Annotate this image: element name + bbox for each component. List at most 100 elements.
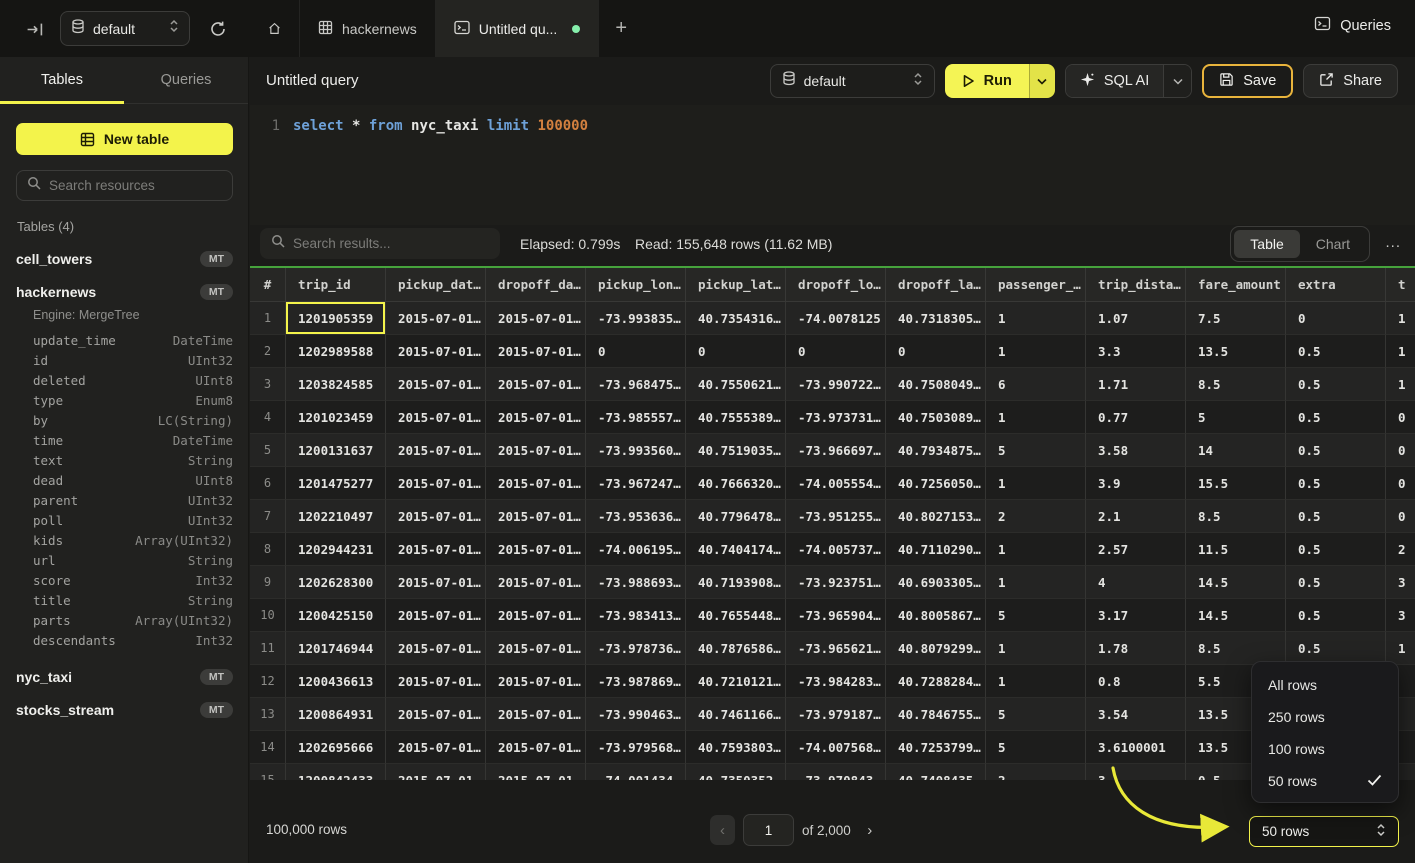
table-cell[interactable]: 1.71	[1086, 368, 1186, 401]
table-cell[interactable]: 1	[986, 467, 1086, 500]
database-selector-top[interactable]: default	[60, 11, 190, 46]
sidebar-tab-queries[interactable]: Queries	[160, 72, 212, 88]
schema-column[interactable]: url String	[33, 550, 233, 570]
sidebar-item-stocks-stream[interactable]: stocks_stream MT	[0, 695, 249, 725]
table-cell[interactable]: 40.7408435…	[886, 764, 986, 780]
table-cell[interactable]: 13.5	[1186, 335, 1286, 368]
table-cell[interactable]: 2	[986, 500, 1086, 533]
table-cell[interactable]: 7.5	[1186, 302, 1286, 335]
table-cell[interactable]: 2015-07-01…	[386, 698, 486, 731]
schema-column[interactable]: id UInt32	[33, 350, 233, 370]
table-cell[interactable]: 15.5	[1186, 467, 1286, 500]
table-cell[interactable]: 2.57	[1086, 533, 1186, 566]
table-cell[interactable]: 8.5	[1186, 368, 1286, 401]
table-cell[interactable]: 2015-07-01…	[386, 632, 486, 665]
table-cell[interactable]: 40.7318305…	[886, 302, 986, 335]
table-cell[interactable]: 1	[1386, 302, 1415, 335]
column-header[interactable]: trip_id	[286, 268, 386, 301]
table-cell[interactable]: -74.001434…	[586, 764, 686, 780]
table-cell[interactable]: 0.5	[1286, 335, 1386, 368]
table-cell[interactable]: 0.8	[1086, 665, 1186, 698]
table-cell[interactable]: 3.6100001	[1086, 731, 1186, 764]
table-cell[interactable]: -73.951255…	[786, 500, 886, 533]
table-cell[interactable]: 3.58	[1086, 434, 1186, 467]
table-cell[interactable]: 1201023459	[286, 401, 386, 434]
table-cell[interactable]: 2015-07-01…	[486, 500, 586, 533]
table-cell[interactable]: 2015-07-01…	[486, 467, 586, 500]
column-header[interactable]: #	[250, 268, 286, 301]
table-cell[interactable]: 2015-07-01…	[486, 434, 586, 467]
table-cell[interactable]: 2015-07-01…	[386, 599, 486, 632]
table-cell[interactable]: 1	[986, 533, 1086, 566]
table-cell[interactable]: 4	[1086, 566, 1186, 599]
sql-ai-chevron[interactable]	[1163, 65, 1192, 97]
table-cell[interactable]: 5	[986, 731, 1086, 764]
column-header[interactable]: dropoff_la…	[886, 268, 986, 301]
database-selector-query[interactable]: default	[769, 64, 935, 98]
sidebar-item-nyc-taxi[interactable]: nyc_taxi MT	[0, 662, 249, 692]
search-results-input[interactable]: Search results...	[260, 228, 500, 259]
schema-column[interactable]: title String	[33, 590, 233, 610]
table-cell[interactable]: 0.5	[1286, 599, 1386, 632]
table-cell[interactable]: 0	[1386, 500, 1415, 533]
table-cell[interactable]: 1	[986, 566, 1086, 599]
table-cell[interactable]: 2015-07-01…	[386, 665, 486, 698]
table-cell[interactable]: 40.7550621…	[686, 368, 786, 401]
previous-page-button[interactable]: ‹	[710, 815, 735, 845]
schema-column[interactable]: parts Array(UInt32)	[33, 610, 233, 630]
table-cell[interactable]: -73.984283…	[786, 665, 886, 698]
table-cell[interactable]: 1.78	[1086, 632, 1186, 665]
sql-ai-button[interactable]: SQL AI	[1065, 65, 1164, 97]
schema-column[interactable]: deleted UInt8	[33, 370, 233, 390]
toggle-table[interactable]: Table	[1234, 230, 1300, 258]
table-cell[interactable]: 0.5	[1286, 566, 1386, 599]
schema-column[interactable]: score Int32	[33, 570, 233, 590]
sql-editor[interactable]: 1 select * from nyc_taxi limit 100000	[250, 105, 1415, 225]
table-cell[interactable]: 40.7876586…	[686, 632, 786, 665]
new-table-button[interactable]: New table	[16, 123, 233, 155]
tab-home[interactable]	[250, 0, 300, 57]
table-cell[interactable]: 1201746944	[286, 632, 386, 665]
table-cell[interactable]: -73.979568…	[586, 731, 686, 764]
page-size-select[interactable]: 50 rows	[1249, 816, 1399, 847]
table-cell[interactable]: 2015-07-01…	[486, 335, 586, 368]
table-cell[interactable]: 40.7503089…	[886, 401, 986, 434]
refresh-icon[interactable]	[205, 16, 231, 42]
table-cell[interactable]: 5	[1186, 401, 1286, 434]
table-cell[interactable]: -74.0078125	[786, 302, 886, 335]
table-cell[interactable]: 3.54	[1086, 698, 1186, 731]
table-cell[interactable]: 40.7461166…	[686, 698, 786, 731]
table-cell[interactable]: 1202989588	[286, 335, 386, 368]
table-cell[interactable]: 40.7593803…	[686, 731, 786, 764]
table-cell[interactable]: 1	[986, 302, 1086, 335]
table-cell[interactable]: 40.7193908…	[686, 566, 786, 599]
table-cell[interactable]: 40.7519035…	[686, 434, 786, 467]
table-cell[interactable]: 2015-07-01…	[386, 500, 486, 533]
column-header[interactable]: fare_amount	[1186, 268, 1286, 301]
table-cell[interactable]: 1	[1386, 632, 1415, 665]
table-cell[interactable]: -73.973731…	[786, 401, 886, 434]
table-cell[interactable]: -73.923751…	[786, 566, 886, 599]
table-cell[interactable]: 40.7110290…	[886, 533, 986, 566]
collapse-sidebar-icon[interactable]	[22, 17, 46, 41]
table-cell[interactable]: 1201475277	[286, 467, 386, 500]
table-cell[interactable]: -73.993560…	[586, 434, 686, 467]
table-cell[interactable]: 40.8005867…	[886, 599, 986, 632]
table-cell[interactable]: 6	[986, 368, 1086, 401]
search-resources-input[interactable]: Search resources	[16, 170, 233, 201]
table-cell[interactable]: 5	[986, 599, 1086, 632]
table-cell[interactable]: 3.3	[1086, 335, 1186, 368]
table-cell[interactable]: 1202944231	[286, 533, 386, 566]
run-button[interactable]: Run	[944, 64, 1029, 98]
table-cell[interactable]: 2015-07-01…	[486, 632, 586, 665]
table-cell[interactable]: 3	[1386, 599, 1415, 632]
table-cell[interactable]: 40.7666320…	[686, 467, 786, 500]
table-cell[interactable]: 2015-07-01…	[386, 368, 486, 401]
table-cell[interactable]: 2015-07-01…	[386, 302, 486, 335]
new-tab-button[interactable]: +	[615, 17, 627, 39]
schema-column[interactable]: descendants Int32	[33, 630, 233, 650]
table-cell[interactable]: 5	[986, 698, 1086, 731]
table-cell[interactable]: 1202210497	[286, 500, 386, 533]
table-cell[interactable]: 0.5	[1286, 467, 1386, 500]
table-cell[interactable]: 40.7210121…	[686, 665, 786, 698]
